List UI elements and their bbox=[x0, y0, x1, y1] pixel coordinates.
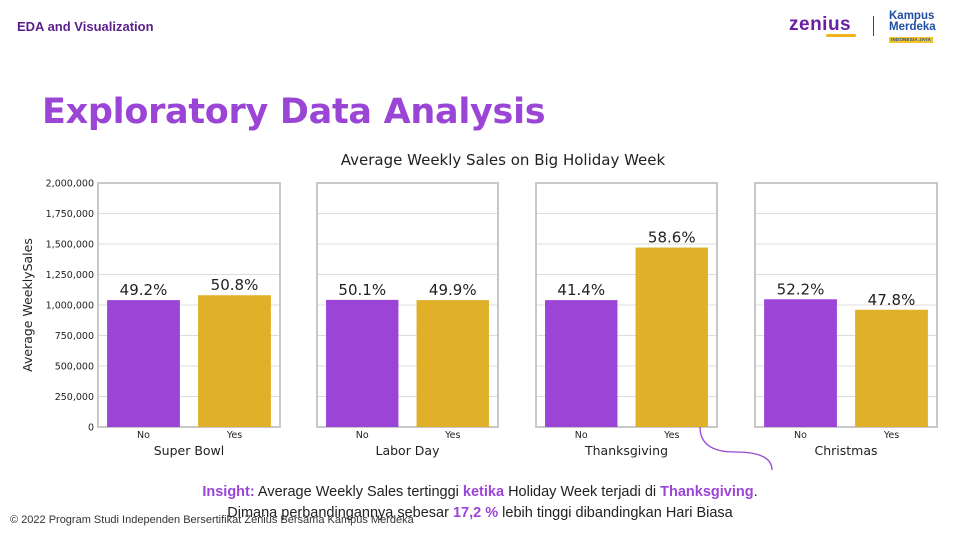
y-tick-label: 500,000 bbox=[55, 362, 94, 373]
insight-highlight-2: Thanksgiving bbox=[660, 484, 754, 500]
section-label: EDA and Visualization bbox=[17, 19, 154, 34]
data-label: 41.4% bbox=[557, 281, 605, 299]
x-tick-label: No bbox=[356, 430, 369, 441]
y-tick-label: 1,250,000 bbox=[46, 270, 94, 281]
y-tick-label: 1,000,000 bbox=[46, 301, 94, 312]
bar-no bbox=[107, 300, 180, 427]
bar-yes bbox=[198, 295, 271, 427]
kampus-merdeka-logo: Kampus Merdeka INDONESIA JAYA bbox=[889, 10, 949, 44]
x-tick-label: No bbox=[794, 430, 807, 441]
data-label: 47.8% bbox=[868, 291, 916, 309]
zenius-logo-underline bbox=[826, 34, 856, 37]
panel-frame bbox=[97, 182, 281, 428]
data-label: 52.2% bbox=[777, 280, 825, 298]
holiday-label: Super Bowl bbox=[154, 443, 225, 458]
insight-text-3: . bbox=[753, 484, 758, 500]
insight-text-5: lebih tinggi dibandingkan Hari Biasa bbox=[498, 505, 733, 521]
panel-frame bbox=[535, 182, 718, 428]
y-tick-label: 1,500,000 bbox=[46, 240, 94, 251]
y-axis-label: Average WeeklySales bbox=[20, 238, 35, 372]
insight-text-4: Dimana perbandingannya sebesar bbox=[227, 505, 453, 521]
kampus-merdeka-logo-line2: Merdeka bbox=[889, 21, 936, 33]
y-tick-label: 250,000 bbox=[55, 392, 94, 403]
insight-text-2: Holiday Week terjadi di bbox=[504, 484, 661, 500]
bar-yes bbox=[635, 247, 708, 427]
x-tick-label: Yes bbox=[883, 430, 899, 441]
x-tick-label: No bbox=[137, 430, 150, 441]
bar-no bbox=[545, 300, 618, 427]
zenius-logo: zenius bbox=[789, 14, 852, 35]
x-tick-label: Yes bbox=[663, 430, 679, 441]
bar-no bbox=[764, 299, 837, 427]
bar-yes bbox=[416, 300, 489, 427]
y-tick-label: 2,000,000 bbox=[46, 179, 94, 190]
annotation-connector bbox=[699, 426, 773, 471]
y-tick-label: 0 bbox=[88, 423, 94, 434]
chart-title: Average Weekly Sales on Big Holiday Week bbox=[341, 151, 666, 169]
x-tick-label: Yes bbox=[444, 430, 460, 441]
kampus-merdeka-logo-sub: INDONESIA JAYA bbox=[889, 37, 934, 43]
x-tick-label: No bbox=[575, 430, 588, 441]
bar-yes bbox=[855, 309, 928, 427]
page-title: Exploratory Data Analysis bbox=[42, 92, 546, 132]
insight-prefix: Insight: bbox=[202, 484, 255, 500]
insight-text-1: Average Weekly Sales tertinggi bbox=[254, 484, 463, 500]
insight-highlight-3: 17,2 % bbox=[452, 505, 499, 521]
data-label: 58.6% bbox=[648, 229, 696, 247]
kampus-merdeka-logo-line1: Kampus bbox=[889, 10, 935, 22]
y-tick-label: 750,000 bbox=[55, 331, 94, 342]
insight-highlight-1: ketika bbox=[462, 484, 505, 500]
holiday-label: Thanksgiving bbox=[584, 443, 668, 458]
panel-frame bbox=[316, 182, 499, 428]
logo-divider bbox=[873, 16, 874, 36]
copyright-footer: © 2022 Program Studi Independen Berserti… bbox=[10, 514, 414, 526]
holiday-label: Christmas bbox=[814, 443, 877, 458]
data-label: 50.8% bbox=[211, 276, 259, 294]
y-tick-label: 1,750,000 bbox=[46, 209, 94, 220]
data-label: 50.1% bbox=[338, 281, 386, 299]
x-tick-label: Yes bbox=[226, 430, 242, 441]
holiday-label: Labor Day bbox=[375, 443, 440, 458]
sales-chart: Average Weekly Sales on Big Holiday Week… bbox=[20, 151, 938, 471]
panel-frame bbox=[754, 182, 938, 428]
data-label: 49.9% bbox=[429, 281, 477, 299]
bar-no bbox=[326, 299, 399, 427]
data-label: 49.2% bbox=[120, 281, 168, 299]
insight-text: Insight: Average Weekly Sales tertinggi … bbox=[120, 482, 840, 524]
